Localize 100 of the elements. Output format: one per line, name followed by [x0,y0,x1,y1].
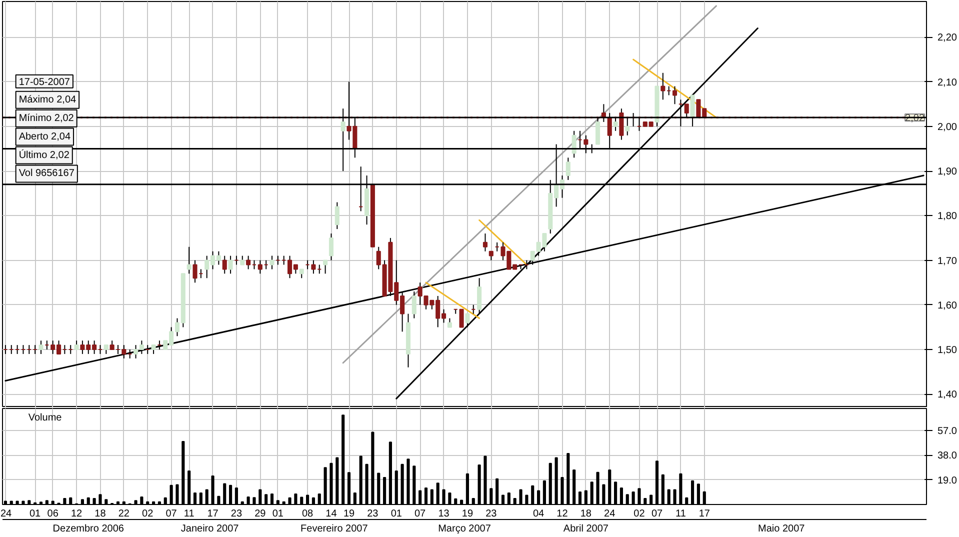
candlestick [38,340,44,354]
bar [667,489,670,504]
x-tick-label: 07 [651,508,663,520]
bar [525,494,528,504]
x-tick-label: 23 [230,508,242,520]
bar [490,488,493,504]
bar [584,490,588,504]
x-tick-label: 24 [604,508,616,520]
y-tick-label: 19.0 [938,475,958,486]
bar [602,484,606,504]
x-tick-label: 18 [580,508,592,520]
bar [86,497,90,504]
bar [28,500,31,504]
x-tick-label: 01 [390,508,402,520]
text: Março 2007 [438,524,492,534]
bar [614,482,618,504]
bar [252,497,256,504]
bar [69,497,72,504]
bar [199,492,202,504]
bar [454,498,458,504]
candlestick [186,246,192,274]
bar [342,414,345,504]
y-tick-label: 1,70 [938,256,958,267]
candlestick [222,255,227,274]
candlestick [459,308,464,328]
bar [63,498,66,504]
bar [436,482,440,504]
y-tick-label: 38.0 [938,450,958,462]
bar [442,489,446,504]
bar [246,496,250,504]
annotation: Volume [28,412,62,424]
bar [39,502,43,504]
y-tick-label: 2,20 [938,32,958,44]
bar [270,493,274,504]
bar [394,470,398,504]
bar [188,470,191,504]
candlestick [477,278,482,314]
bar [324,467,327,504]
x-tick-label: 06 [47,508,59,520]
bar [655,460,659,504]
candlestick [660,72,666,100]
bar [176,484,179,504]
bar [353,492,356,504]
bar [519,489,522,504]
x-tick-label: 11 [184,508,195,520]
bar [685,497,688,504]
bar [388,442,392,504]
bar [566,453,570,504]
annotation: Último 2,02 [18,148,70,161]
x-tick-label: 04 [532,508,545,520]
text: Dezembro 2006 [52,524,124,534]
text: Fevereiro 2007 [300,524,368,534]
candlestick [672,86,678,105]
bar [542,480,546,504]
candlestick [228,255,233,274]
bar [679,473,682,504]
x-tick-label: 19 [343,508,355,520]
bar [258,489,262,504]
bar [306,494,310,504]
candlestick [412,291,416,319]
bar [424,488,428,504]
bar [638,488,641,504]
x-tick-label: 17 [207,508,219,520]
y-tick-label: 1,60 [938,300,958,312]
y-tick-label: 2,10 [938,77,958,88]
x-tick-label: 14 [326,508,338,520]
bar [140,496,144,504]
bar [205,489,208,504]
annotation: Vol 9656167 [18,168,75,180]
bar [45,500,48,504]
x-tick-label: 19 [462,508,474,520]
bar [412,466,416,504]
annotation: Máximo 2,04 [18,94,76,106]
x-tick-label: 02 [142,508,154,520]
annotation: Aberto 2,04 [18,131,71,142]
bar [673,489,676,504]
x-tick-label: 17 [698,508,710,520]
y-tick-label: 57.0 [938,426,958,438]
bar [371,432,374,504]
y-tick-label: 1,80 [938,211,958,222]
bar [531,485,534,504]
x-tick-label: 11 [676,508,686,520]
bar [650,494,653,504]
bar [460,500,464,504]
bar [104,499,108,504]
candlestick [246,255,251,270]
bar [400,464,404,504]
bar [644,498,647,504]
bar [620,488,623,504]
x-tick-label: 01 [30,508,42,520]
bar [193,492,197,504]
y-tick-label: 1,50 [938,345,958,356]
bar [312,497,315,504]
bar [448,492,452,504]
bar [22,500,25,504]
bar [170,484,173,504]
annotation: 17-05-2007 [18,76,70,88]
bar [572,469,576,504]
bar [211,475,214,504]
bar [359,456,362,504]
